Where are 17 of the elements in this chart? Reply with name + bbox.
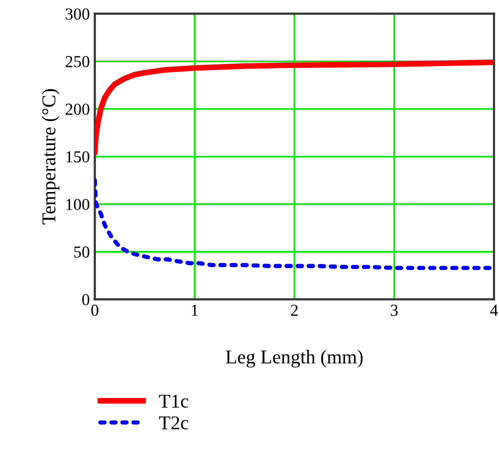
line-series	[94, 178, 494, 270]
y-axis-title: Temperature (°C)	[42, 89, 60, 224]
y-tick-label: 250	[66, 56, 90, 68]
y-tick-label: 50	[74, 246, 90, 258]
x-tick-label: 1	[192, 304, 198, 316]
x-tick-label: 3	[390, 304, 398, 316]
y-tick-label: 200	[66, 104, 90, 115]
x-tick-label: 0	[91, 304, 98, 316]
legend-label: T2c	[159, 416, 188, 430]
x-axis-title: Leg Length (mm)	[226, 350, 363, 368]
x-tick-label: 4	[490, 304, 498, 316]
y-tick-label: 0	[82, 294, 90, 306]
x-tick-label: 2	[290, 304, 298, 316]
y-tick-label: 150	[66, 151, 90, 162]
y-tick-label: 100	[66, 198, 90, 210]
legend-label: T1c	[159, 394, 188, 408]
y-tick-label: 300	[66, 8, 90, 20]
